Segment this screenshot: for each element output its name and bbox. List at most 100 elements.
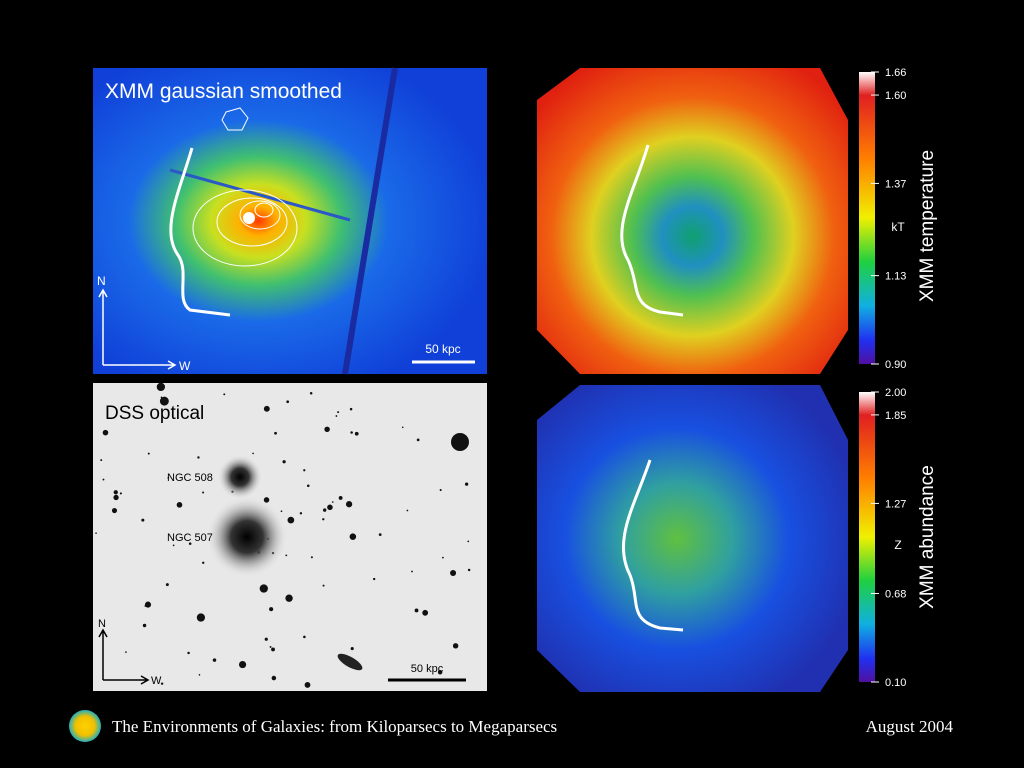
star	[452, 643, 459, 649]
star	[337, 411, 340, 414]
panel-title: DSS optical	[105, 403, 204, 424]
colorbar-tick-label: 1.66	[885, 67, 906, 79]
star	[414, 608, 419, 613]
star	[354, 431, 359, 436]
compass	[98, 288, 177, 370]
star	[411, 570, 413, 573]
colorbar-tick-label: 1.13	[885, 271, 906, 283]
star	[349, 407, 353, 411]
star	[160, 396, 163, 399]
galaxy	[337, 653, 363, 671]
star	[304, 682, 311, 688]
star	[176, 502, 183, 508]
colorbar-unit: Z	[894, 538, 901, 552]
star	[335, 415, 338, 417]
star	[159, 396, 169, 406]
front-curve	[620, 144, 684, 317]
star	[287, 516, 295, 524]
star	[196, 613, 206, 622]
star	[156, 382, 166, 392]
star	[450, 569, 457, 577]
star	[303, 635, 306, 639]
star	[212, 658, 217, 662]
colorbar-tick-label: 1.27	[885, 498, 906, 510]
star	[464, 482, 469, 486]
front-curve	[169, 147, 231, 317]
compass-north: N	[98, 618, 106, 630]
star	[172, 544, 175, 547]
panel-title: XMM gaussian smoothed	[105, 80, 342, 103]
star	[416, 438, 420, 442]
star	[125, 651, 127, 653]
compass	[98, 628, 150, 685]
star	[282, 460, 286, 464]
star	[102, 478, 105, 481]
xray-image	[93, 68, 487, 374]
colorbar-title: XMM abundance	[917, 465, 938, 609]
stars	[95, 382, 471, 688]
colorbar-tick-label: 0.90	[885, 359, 906, 371]
colorbar	[859, 392, 875, 682]
star	[286, 400, 290, 404]
star	[350, 431, 353, 434]
star	[141, 518, 145, 522]
compass-west: W	[179, 359, 191, 373]
star	[197, 456, 200, 459]
abundance-map	[537, 385, 848, 692]
star	[303, 469, 306, 472]
star	[202, 491, 205, 494]
star	[401, 426, 404, 429]
star	[187, 651, 190, 655]
star	[451, 433, 469, 451]
colorbar-tick-label: 0.10	[885, 677, 906, 689]
colorbar-tick-label: 0.68	[885, 588, 906, 600]
star	[252, 452, 254, 455]
logo	[69, 710, 101, 742]
star	[437, 670, 443, 675]
star	[102, 429, 109, 436]
detector-gap	[169, 168, 351, 222]
star	[322, 518, 325, 521]
optical-image	[93, 383, 487, 691]
star	[309, 392, 313, 395]
star	[113, 490, 118, 495]
star	[467, 540, 470, 543]
star	[372, 577, 376, 581]
star	[223, 393, 226, 396]
star	[264, 637, 268, 641]
star	[188, 542, 192, 545]
colorbar	[859, 72, 875, 364]
colorbar-tick-label: 1.85	[885, 410, 906, 422]
star	[95, 532, 97, 534]
colorbar-title: XMM temperature	[917, 150, 938, 302]
star	[271, 675, 277, 681]
scale-label: 50 kpc	[411, 663, 444, 675]
colorbar-unit: kT	[891, 220, 905, 234]
colorbar-tick-label: 2.00	[885, 387, 906, 399]
colorbar-tick-label: 1.37	[885, 178, 906, 190]
core	[243, 212, 255, 224]
colorbar-tick-label: 1.60	[885, 90, 906, 102]
star	[327, 504, 333, 511]
star	[274, 431, 277, 435]
star	[439, 488, 442, 492]
star	[269, 607, 274, 612]
star	[467, 568, 471, 572]
star	[406, 509, 409, 512]
star	[285, 554, 288, 557]
star	[167, 476, 170, 479]
star	[306, 484, 310, 488]
star	[280, 510, 283, 513]
star	[142, 623, 147, 628]
star	[160, 682, 164, 685]
star	[350, 647, 354, 651]
star	[422, 609, 429, 616]
front-curve	[621, 459, 684, 632]
star	[263, 405, 270, 412]
galaxy	[218, 455, 262, 499]
star	[310, 556, 313, 559]
star	[198, 674, 201, 676]
star	[259, 584, 268, 593]
star	[238, 660, 247, 669]
